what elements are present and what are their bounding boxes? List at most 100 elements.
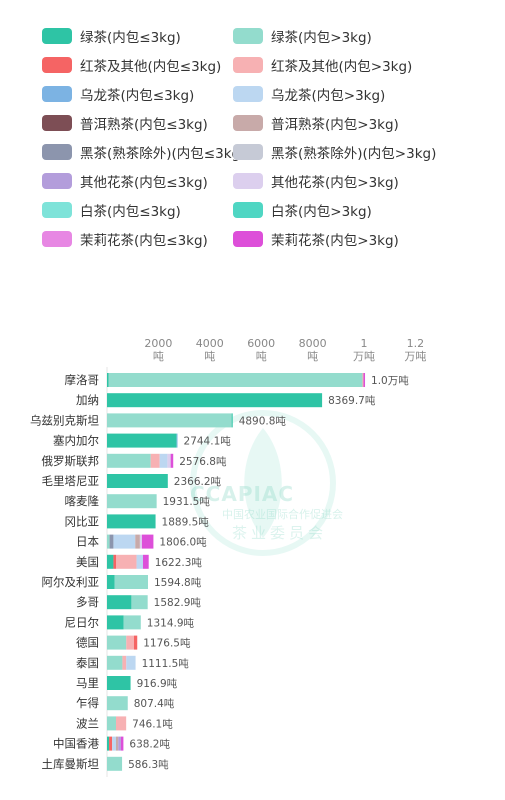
- legend-item: 其他花茶(内包>3kg): [233, 171, 399, 191]
- category-label: 乍得: [76, 696, 99, 710]
- bar-segment: [131, 595, 148, 610]
- bar-segment: [118, 736, 121, 751]
- legend-label: 普洱熟茶(内包>3kg): [271, 117, 399, 133]
- x-tick-label: 吨: [307, 350, 318, 363]
- category-label: 喀麦隆: [65, 494, 100, 508]
- x-tick-label: 2000: [144, 337, 172, 350]
- legend-label: 茉莉花茶(内包≤3kg): [80, 233, 208, 249]
- legend-item: 黑茶(熟茶除外)(内包≤3kg): [42, 142, 245, 162]
- x-tick-label: 吨: [256, 350, 267, 363]
- bar-segment: [107, 696, 128, 711]
- bar-segment: [107, 554, 114, 569]
- legend-label: 红茶及其他(内包≤3kg): [80, 59, 222, 75]
- bar-segment: [135, 534, 140, 549]
- value-label: 1806.0吨: [159, 536, 207, 549]
- value-label: 8369.7吨: [328, 394, 376, 407]
- legend-item: 普洱熟茶(内包>3kg): [233, 113, 399, 133]
- legend-swatch: [233, 57, 263, 73]
- legend-label: 其他花茶(内包≤3kg): [80, 175, 208, 191]
- legend-item: 绿茶(内包≤3kg): [42, 26, 181, 46]
- legend-swatch: [233, 115, 263, 131]
- x-tick-label: 吨: [153, 350, 164, 363]
- bar-segment: [115, 554, 137, 569]
- category-label: 日本: [76, 535, 99, 549]
- value-label: 2576.8吨: [179, 455, 227, 468]
- category-label: 乌兹别克斯坦: [30, 413, 99, 427]
- legend-swatch: [42, 173, 72, 189]
- legend-item: 白茶(内包≤3kg): [42, 200, 181, 220]
- legend-swatch: [42, 86, 72, 102]
- bar-segment: [120, 736, 124, 751]
- bar-segment: [107, 474, 168, 488]
- x-tick-label: 6000: [247, 337, 275, 350]
- value-label: 1314.9吨: [147, 616, 195, 629]
- category-label: 波兰: [76, 716, 99, 730]
- value-label: 916.9吨: [137, 677, 178, 690]
- x-tick-label: 8000: [299, 337, 327, 350]
- category-label: 毛里塔尼亚: [42, 474, 100, 488]
- x-tick-label: 4000: [196, 337, 224, 350]
- legend-item: 黑茶(熟茶除外)(内包>3kg): [233, 142, 436, 162]
- legend-swatch: [42, 231, 72, 247]
- legend-label: 乌龙茶(内包≤3kg): [80, 88, 195, 104]
- x-tick-label: 1: [361, 337, 368, 350]
- value-label: 1931.5吨: [163, 495, 211, 508]
- bar-segment: [107, 756, 123, 771]
- watermark-text-org: 中国农业国际合作促进会: [222, 508, 343, 521]
- value-label: 1.0万吨: [371, 374, 409, 387]
- bar-segment: [126, 655, 136, 670]
- bar-segment: [107, 413, 232, 428]
- x-tick-label: 吨: [204, 350, 215, 363]
- bar-segment: [109, 534, 114, 549]
- bar-segment: [231, 413, 233, 428]
- value-label: 4890.8吨: [239, 414, 287, 427]
- bar-segment: [123, 615, 141, 630]
- legend-label: 绿茶(内包>3kg): [271, 30, 372, 46]
- legend-item: 绿茶(内包>3kg): [233, 26, 372, 46]
- x-tick-label: 万吨: [353, 350, 375, 363]
- legend-swatch: [42, 202, 72, 218]
- legend-item: 白茶(内包>3kg): [233, 200, 372, 220]
- category-label: 中国香港: [53, 737, 99, 751]
- bar-segment: [363, 373, 366, 387]
- bar-segment: [107, 575, 115, 589]
- value-label: 1582.9吨: [154, 596, 202, 609]
- bar-segment: [107, 736, 110, 751]
- value-label: 586.3吨: [128, 758, 169, 771]
- legend-swatch: [233, 173, 263, 189]
- legend-label: 其他花茶(内包>3kg): [271, 175, 399, 191]
- bar-segment: [107, 534, 110, 549]
- value-label: 2366.2吨: [174, 475, 222, 488]
- bar-segment: [109, 736, 113, 751]
- legend-swatch: [42, 57, 72, 73]
- bar-segment: [159, 453, 168, 468]
- legend-item: 茉莉花茶(内包>3kg): [233, 229, 399, 249]
- legend-label: 绿茶(内包≤3kg): [80, 30, 181, 46]
- bar-segment: [176, 433, 178, 448]
- legend-label: 白茶(内包>3kg): [271, 204, 372, 220]
- legend: 绿茶(内包≤3kg) 绿茶(内包>3kg) 红茶及其他(内包≤3kg) 红茶及其他(内…: [0, 0, 505, 260]
- x-tick-label: 万吨: [404, 350, 426, 363]
- legend-swatch: [42, 115, 72, 131]
- legend-label: 黑茶(熟茶除外)(内包≤3kg): [80, 146, 246, 162]
- bar-segment: [362, 373, 364, 387]
- value-label: 638.2吨: [129, 738, 170, 751]
- watermark-text-main: CCAPIAC: [190, 482, 295, 506]
- legend-item: 红茶及其他(内包>3kg): [233, 55, 412, 75]
- category-label: 马里: [76, 676, 99, 690]
- bar-segment: [107, 595, 132, 610]
- value-label: 807.4吨: [134, 697, 175, 710]
- bar-segment: [150, 453, 160, 468]
- bar-segment: [112, 736, 116, 751]
- legend-label: 普洱熟茶(内包≤3kg): [80, 117, 208, 133]
- legend-swatch: [233, 231, 263, 247]
- category-label: 阿尔及利亚: [42, 575, 100, 589]
- bar-segment: [107, 453, 151, 468]
- category-label: 泰国: [76, 656, 99, 670]
- legend-item: 茉莉花茶(内包≤3kg): [42, 229, 208, 249]
- bar-segment: [107, 433, 177, 448]
- value-label: 1111.5吨: [142, 657, 190, 670]
- legend-item: 乌龙茶(内包>3kg): [233, 84, 385, 104]
- category-label: 尼日尔: [65, 615, 100, 629]
